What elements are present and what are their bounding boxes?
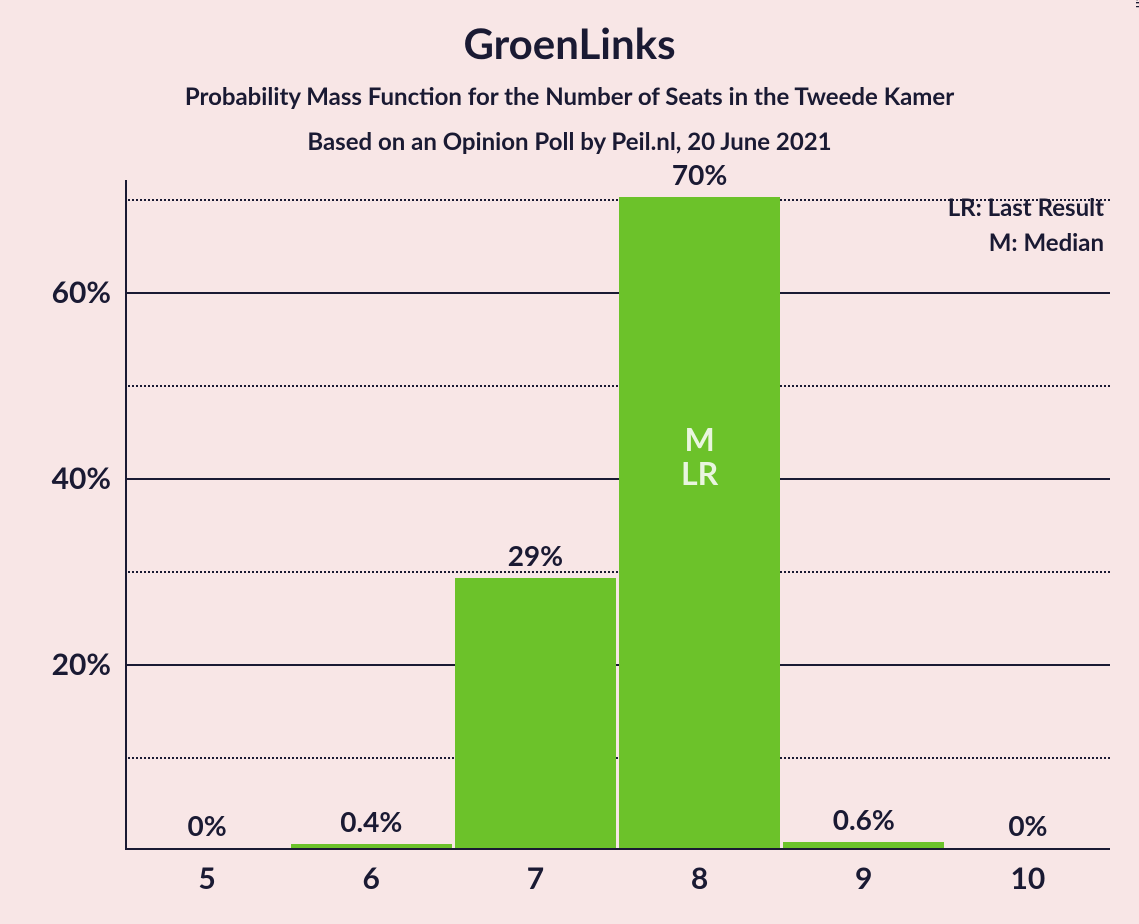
bar-value-label: 0% xyxy=(1008,808,1047,842)
gridline-minor xyxy=(125,385,1110,387)
bar-value-label: 0% xyxy=(187,808,226,842)
gridline-major xyxy=(125,292,1110,294)
xtick-label: 6 xyxy=(363,860,380,896)
ytick-label: 60% xyxy=(52,274,111,310)
chart-subtitle-2: Based on an Opinion Poll by Peil.nl, 20 … xyxy=(0,127,1139,156)
y-axis-line xyxy=(125,180,127,850)
gridline-major xyxy=(125,478,1110,480)
chart-plot-area: LR: Last Result M: Median 20%40%60%0%50.… xyxy=(125,180,1110,850)
chart-legend: LR: Last Result M: Median xyxy=(948,193,1104,257)
xtick-label: 9 xyxy=(855,860,872,896)
xtick-label: 10 xyxy=(1011,860,1046,896)
x-axis-line xyxy=(125,848,1110,850)
xtick-label: 5 xyxy=(198,860,215,896)
gridline-minor xyxy=(125,571,1110,573)
gridline-minor xyxy=(125,199,1110,201)
bar-value-label: 0.4% xyxy=(340,804,402,838)
legend-lr: LR: Last Result xyxy=(948,193,1104,222)
gridline-major xyxy=(125,664,1110,666)
chart-subtitle-1: Probability Mass Function for the Number… xyxy=(0,82,1139,111)
xtick-label: 8 xyxy=(691,860,708,896)
bar xyxy=(455,578,616,848)
copyright-text: © 2021 Filip van Laenen xyxy=(1133,0,1139,8)
ytick-label: 40% xyxy=(52,460,111,496)
bar xyxy=(291,844,452,848)
bar-value-label: 29% xyxy=(508,538,563,572)
bar-value-label: 70% xyxy=(672,157,727,191)
bar-value-label: 0.6% xyxy=(833,802,895,836)
bar xyxy=(783,842,944,848)
legend-m: M: Median xyxy=(948,228,1104,257)
chart-title: GroenLinks xyxy=(0,0,1139,68)
bar-inside-label: MLR xyxy=(681,422,718,489)
ytick-label: 20% xyxy=(52,646,111,682)
xtick-label: 7 xyxy=(527,860,544,896)
bar: MLR xyxy=(619,197,780,848)
gridline-minor xyxy=(125,757,1110,759)
